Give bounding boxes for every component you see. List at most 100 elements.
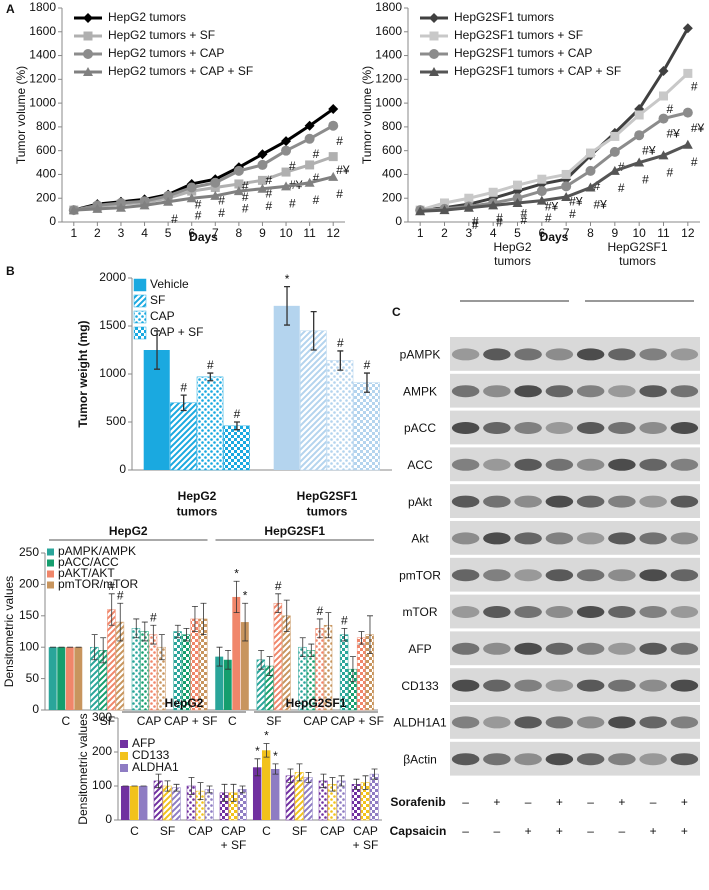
significance: # — [150, 610, 157, 624]
x-tick-label: HepG2 tumors — [177, 489, 218, 519]
marker — [139, 200, 150, 210]
blot-band — [670, 642, 699, 655]
significance: # — [242, 201, 249, 215]
series-line — [420, 143, 689, 213]
legend-swatch — [120, 740, 128, 748]
marker — [281, 145, 292, 156]
marker — [561, 169, 571, 179]
bar — [252, 767, 262, 820]
error-bar — [363, 372, 370, 393]
significance: * — [243, 588, 248, 602]
blot-band — [514, 532, 542, 545]
error-bar — [266, 656, 273, 676]
y-tick-label: 50 — [26, 671, 40, 685]
significance: #¥ — [594, 198, 608, 212]
treatment-sign: + — [681, 795, 688, 809]
row-label: pAkt — [408, 495, 433, 509]
y-tick-label: 0 — [32, 702, 39, 716]
x-tick-label: C — [262, 824, 271, 838]
legend-label: CD133 — [132, 748, 170, 762]
x-axis-title: Days — [189, 230, 218, 244]
significance: # — [521, 213, 528, 227]
blot-band — [608, 495, 636, 508]
blot-band — [670, 606, 699, 618]
significance: # — [218, 194, 225, 208]
error-bar — [338, 775, 345, 787]
significance: # — [180, 380, 187, 394]
marker — [659, 91, 668, 101]
y-axis-title: Densitometric values — [76, 713, 90, 824]
blot-band — [514, 495, 542, 508]
blot-band — [576, 422, 605, 434]
x-tick-label: SF — [292, 824, 307, 838]
error-bar — [206, 785, 213, 794]
bar — [326, 360, 354, 471]
significance: # — [265, 187, 272, 201]
error-bar — [230, 783, 237, 802]
marker — [536, 186, 547, 197]
row-label: βActin — [403, 752, 437, 766]
legend-swatch — [120, 764, 128, 772]
marker — [439, 205, 450, 215]
marker — [658, 66, 669, 77]
marker — [186, 182, 197, 193]
legend-label: HepG2 tumors + SF — [108, 28, 215, 42]
x-tick-label: CAP — [137, 714, 162, 728]
x-tick-label: 8 — [587, 226, 594, 240]
error-bar — [180, 394, 187, 412]
bar — [131, 628, 141, 711]
significance: # — [242, 190, 249, 204]
x-tick-label: CAP — [188, 824, 213, 838]
bar — [271, 769, 280, 820]
y-tick-label: 100 — [92, 778, 112, 792]
blot-band — [576, 495, 605, 508]
y-tick-label: 400 — [36, 167, 56, 181]
error-bar — [316, 618, 323, 639]
blot-band — [608, 679, 636, 692]
y-tick-label: 800 — [36, 119, 56, 133]
bar — [300, 330, 327, 471]
blot-band — [483, 642, 511, 655]
y-tick-label: 1500 — [99, 318, 126, 332]
group-label: HepG2SF1 tumors — [607, 240, 667, 268]
marker — [210, 190, 221, 200]
legend-label: pAKT/AKT — [58, 566, 115, 580]
row-label: ALDH1A1 — [393, 716, 447, 730]
blot-band — [545, 348, 574, 361]
blot-band — [545, 716, 574, 729]
blot-band — [608, 458, 636, 471]
x-tick-label: 11 — [303, 226, 316, 240]
significance: #¥ — [545, 199, 559, 213]
x-tick-label: 12 — [681, 226, 695, 240]
significance: # — [521, 206, 528, 220]
blot-band — [639, 495, 667, 508]
x-tick-label: 9 — [611, 226, 618, 240]
significance: # — [195, 197, 202, 211]
significance: # — [472, 215, 479, 229]
treatment-label: Sorafenib — [390, 795, 445, 809]
marker — [682, 23, 693, 34]
marker — [68, 205, 79, 215]
blot-band — [639, 606, 667, 618]
row-label: AFP — [408, 642, 431, 656]
error-bar — [371, 768, 378, 780]
error-bar — [353, 778, 360, 790]
marker — [186, 193, 197, 203]
marker — [513, 180, 522, 190]
blot-band — [670, 422, 699, 434]
marker — [429, 13, 439, 23]
blot-band — [483, 458, 511, 471]
significance: # — [265, 199, 272, 213]
x-tick-label: 5 — [514, 226, 521, 240]
y-axis-title: Densitometric values — [2, 576, 16, 687]
y-tick-label: 400 — [382, 167, 402, 181]
error-bar — [275, 593, 282, 614]
significance: # — [313, 193, 320, 207]
error-bar — [337, 350, 344, 371]
bar — [232, 596, 241, 710]
marker — [634, 130, 645, 141]
bar — [303, 777, 313, 821]
error-bar — [158, 634, 165, 661]
blot-band — [451, 422, 480, 434]
legend-label: CAP — [150, 309, 175, 323]
